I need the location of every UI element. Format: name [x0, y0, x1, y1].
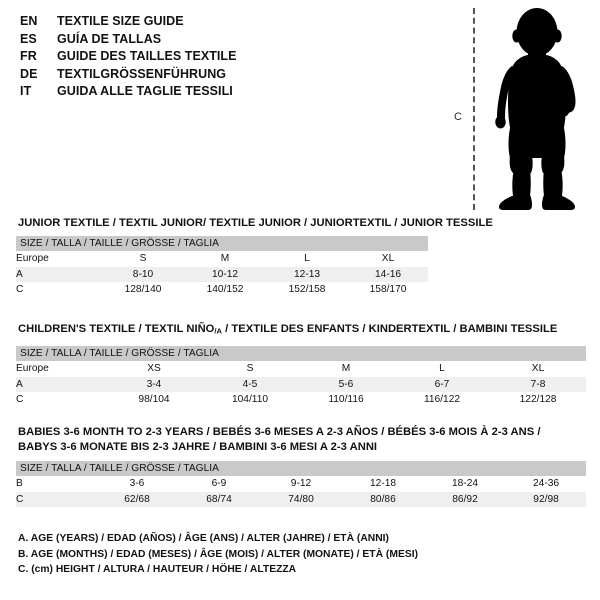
babies-c-3-6: 62/68 — [96, 491, 178, 507]
children-c-s: 104/110 — [202, 392, 298, 408]
children-a-xs: 3-4 — [106, 376, 202, 392]
children-a-xl: 7-8 — [490, 376, 587, 392]
legend-line-c: C. (cm) HEIGHT / ALTURA / HAUTEUR / HÖHE… — [18, 564, 297, 575]
junior-c-l: 152/158 — [266, 282, 348, 298]
language-title-block: EN TEXTILE SIZE GUIDE ES GUÍA DE TALLAS … — [20, 13, 350, 101]
section-title-babies-line2: BABYS 3-6 MONATE BIS 2-3 JAHRE / BAMBINI… — [18, 441, 378, 453]
children-size-table: SIZE / TALLA / TAILLE / GRÖSSE / TAGLIA … — [16, 346, 587, 408]
height-dashed-line — [473, 8, 475, 210]
babies-size-table: SIZE / TALLA / TAILLE / GRÖSSE / TAGLIA … — [16, 461, 587, 507]
junior-c-xl: 158/170 — [348, 282, 429, 298]
section-title-junior: JUNIOR TEXTILE / TEXTIL JUNIOR/ TEXTILE … — [18, 217, 493, 229]
children-size-header-row: SIZE / TALLA / TAILLE / GRÖSSE / TAGLIA — [16, 346, 587, 361]
language-row-en: EN TEXTILE SIZE GUIDE — [20, 13, 350, 31]
guide-title-fr: GUIDE DES TAILLES TEXTILE — [57, 49, 237, 64]
junior-c-s: 128/140 — [102, 282, 184, 298]
junior-a-l: 12-13 — [266, 266, 348, 282]
junior-europe-l: L — [266, 251, 348, 267]
children-row-europe: Europe XS S M L XL — [16, 361, 587, 377]
guide-title-es: GUÍA DE TALLAS — [57, 31, 162, 46]
junior-europe-s: S — [102, 251, 184, 267]
junior-c-m: 140/152 — [184, 282, 266, 298]
children-size-header-label: SIZE / TALLA / TAILLE / GRÖSSE / TAGLIA — [16, 346, 587, 361]
children-europe-m: M — [298, 361, 394, 377]
children-a-l: 6-7 — [394, 376, 490, 392]
height-measure-illustration: C — [448, 6, 594, 212]
babies-b-12-18: 12-18 — [342, 476, 424, 492]
babies-c-9-12: 74/80 — [260, 491, 342, 507]
babies-c-12-18: 80/86 — [342, 491, 424, 507]
measurement-legend: A. AGE (YEARS) / EDAD (AÑOS) / ÂGE (ANS)… — [18, 531, 578, 578]
children-europe-s: S — [202, 361, 298, 377]
language-code-de: DE — [20, 66, 38, 81]
section-title-babies-line1: BABIES 3-6 MONTH TO 2-3 YEARS / BEBÉS 3-… — [18, 426, 541, 438]
children-europe-l: L — [394, 361, 490, 377]
junior-a-s: 8-10 — [102, 266, 184, 282]
children-europe-xl: XL — [490, 361, 587, 377]
junior-row-c-label: C — [16, 282, 102, 298]
babies-b-24-36: 24-36 — [506, 476, 587, 492]
babies-b-18-24: 18-24 — [424, 476, 506, 492]
junior-size-header-row: SIZE / TALLA / TAILLE / GRÖSSE / TAGLIA — [16, 236, 429, 251]
junior-a-m: 10-12 — [184, 266, 266, 282]
babies-row-c: C 62/68 68/74 74/80 80/86 86/92 92/98 — [16, 491, 587, 507]
children-c-xs: 98/104 — [106, 392, 202, 408]
babies-b-3-6: 3-6 — [96, 476, 178, 492]
children-row-c: C 98/104 104/110 110/116 116/122 122/128 — [16, 392, 587, 408]
babies-size-header-row: SIZE / TALLA / TAILLE / GRÖSSE / TAGLIA — [16, 461, 587, 476]
children-row-c-label: C — [16, 392, 106, 408]
babies-b-6-9: 6-9 — [178, 476, 260, 492]
junior-size-header-label: SIZE / TALLA / TAILLE / GRÖSSE / TAGLIA — [16, 236, 429, 251]
children-a-s: 4-5 — [202, 376, 298, 392]
children-c-m: 110/116 — [298, 392, 394, 408]
guide-title-it: GUIDA ALLE TAGLIE TESSILI — [57, 84, 233, 99]
junior-a-xl: 14-16 — [348, 266, 429, 282]
guide-title-en: TEXTILE SIZE GUIDE — [57, 14, 184, 28]
section-title-children-part2: / TEXTILE DES ENFANTS / KINDERTEXTIL / B… — [222, 323, 558, 335]
children-a-m: 5-6 — [298, 376, 394, 392]
children-c-xl: 122/128 — [490, 392, 587, 408]
language-row-it: IT GUIDA ALLE TAGLIE TESSILI — [20, 83, 350, 101]
language-row-es: ES GUÍA DE TALLAS — [20, 31, 350, 49]
babies-c-18-24: 86/92 — [424, 491, 506, 507]
guide-title-de: TEXTILGRÖSSENFÜHRUNG — [57, 66, 227, 81]
children-row-a-label: A — [16, 376, 106, 392]
language-code-it: IT — [20, 84, 32, 99]
toddler-silhouette-icon — [495, 8, 576, 210]
language-code-es: ES — [20, 31, 37, 46]
children-europe-xs: XS — [106, 361, 202, 377]
section-title-children-subscript: /A — [214, 326, 223, 336]
babies-row-b-label: B — [16, 476, 96, 492]
language-row-fr: FR GUIDE DES TAILLES TEXTILE — [20, 48, 350, 66]
babies-row-b: B 3-6 6-9 9-12 12-18 18-24 24-36 — [16, 476, 587, 492]
junior-row-europe: Europe S M L XL — [16, 251, 429, 267]
children-row-europe-label: Europe — [16, 361, 106, 377]
junior-row-c: C 128/140 140/152 152/158 158/170 — [16, 282, 429, 298]
section-title-children-part1: CHILDREN'S TEXTILE / TEXTIL NIÑO — [18, 323, 215, 335]
children-row-a: A 3-4 4-5 5-6 6-7 7-8 — [16, 376, 587, 392]
babies-b-9-12: 9-12 — [260, 476, 342, 492]
babies-c-24-36: 92/98 — [506, 491, 587, 507]
babies-row-c-label: C — [16, 491, 96, 507]
junior-europe-m: M — [184, 251, 266, 267]
junior-row-a-label: A — [16, 266, 102, 282]
babies-c-6-9: 68/74 — [178, 491, 260, 507]
children-c-l: 116/122 — [394, 392, 490, 408]
section-title-children: CHILDREN'S TEXTILE / TEXTIL NIÑO/A / TEX… — [18, 322, 557, 339]
legend-line-b: B. AGE (MONTHS) / EDAD (MESES) / ÂGE (MO… — [18, 548, 419, 560]
legend-line-a: A. AGE (YEARS) / EDAD (AÑOS) / ÂGE (ANS)… — [18, 533, 389, 544]
junior-europe-xl: XL — [348, 251, 429, 267]
babies-size-header-label: SIZE / TALLA / TAILLE / GRÖSSE / TAGLIA — [16, 461, 587, 476]
language-row-de: DE TEXTILGRÖSSENFÜHRUNG — [20, 66, 350, 84]
junior-row-europe-label: Europe — [16, 251, 102, 267]
language-code-fr: FR — [20, 49, 37, 64]
junior-size-table: SIZE / TALLA / TAILLE / GRÖSSE / TAGLIA … — [16, 236, 429, 298]
junior-row-a: A 8-10 10-12 12-13 14-16 — [16, 266, 429, 282]
height-measure-label: C — [454, 111, 462, 123]
language-code-en: EN — [20, 14, 38, 28]
